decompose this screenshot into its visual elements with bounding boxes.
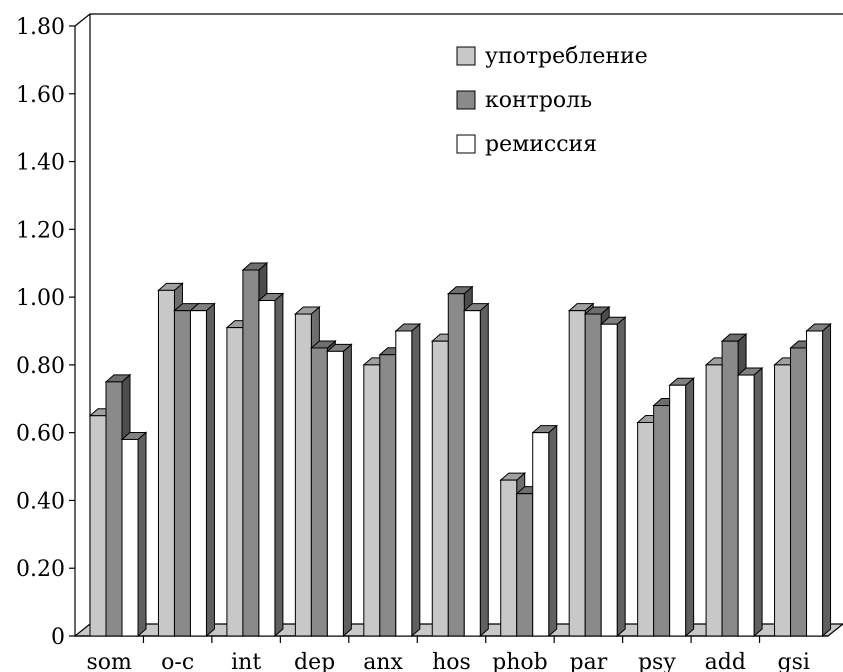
legend-item: контроль [456, 88, 592, 113]
x-tick-label: int [231, 650, 261, 672]
bar-side [137, 431, 147, 638]
x-tick-label: dep [294, 650, 335, 672]
bar-side [822, 322, 832, 638]
y-tick-label: 1.60 [16, 83, 65, 108]
y-tick-label: 1.40 [16, 151, 65, 176]
bar-side [205, 302, 215, 638]
x-tick-label: anx [363, 650, 403, 672]
bar [599, 316, 627, 638]
y-tick-label: 1.20 [16, 218, 65, 243]
legend-swatch [456, 90, 476, 110]
bar-front [310, 347, 328, 637]
legend-label: контроль [485, 88, 592, 113]
x-tick-label: o-c [161, 650, 194, 672]
bar-series [88, 261, 832, 638]
legend-swatch [456, 46, 476, 66]
x-tick-label: par [570, 650, 608, 672]
x-tick-label: phob [492, 650, 548, 672]
bar-front [379, 354, 397, 637]
bar-front [294, 313, 312, 637]
legend-label: употребление [485, 44, 648, 69]
bar [257, 292, 285, 638]
y-tick-label: 0.80 [16, 354, 65, 379]
bar-front [89, 415, 107, 637]
bar [462, 302, 490, 638]
legend-item: ремиссия [456, 132, 597, 157]
legend-item: употребление [456, 44, 648, 69]
bar-front [600, 323, 618, 637]
x-tick-label: psy [638, 650, 676, 672]
bar-front [790, 347, 808, 637]
bar-front [705, 364, 723, 637]
x-tick-label: add [705, 650, 746, 672]
bar-front [395, 330, 413, 637]
bar [120, 431, 148, 638]
bar [326, 343, 353, 638]
bar-front [326, 350, 344, 637]
bar-front [669, 384, 687, 637]
y-tick-label: 0.40 [16, 489, 65, 514]
x-tick-label: gsi [778, 650, 810, 672]
bar-side [411, 322, 421, 638]
bar-side [616, 316, 626, 638]
bar-front [189, 310, 207, 637]
bar-front [157, 289, 175, 637]
bar-front [532, 432, 550, 637]
y-tick-label: 0.60 [16, 422, 65, 447]
bar-front [121, 438, 139, 637]
y-tick-label: 1.80 [16, 15, 65, 40]
bar-front [431, 340, 449, 637]
bar-front [721, 340, 739, 637]
bar [394, 322, 422, 638]
y-tick-label: 0.20 [16, 557, 65, 582]
bar-front [242, 269, 260, 637]
bar-front [584, 313, 602, 637]
bar-front [568, 310, 586, 637]
bar [805, 322, 832, 638]
bar-side [479, 302, 489, 638]
y-tick-label: 1.00 [16, 286, 65, 311]
bar-side [548, 424, 558, 638]
wall-edge [74, 13, 91, 27]
bar-front [258, 300, 276, 637]
x-tick-label: som [87, 650, 133, 672]
bar-front [516, 493, 534, 637]
legend-swatch [456, 134, 476, 154]
bar-side [274, 292, 284, 638]
bar-front [173, 310, 191, 637]
x-tick-label: hos [432, 650, 471, 672]
bar [736, 366, 764, 638]
bar [668, 377, 695, 638]
bar-side [685, 377, 695, 638]
x-axis: som o-c int dep anx hos phob par psy add gsi [87, 636, 810, 672]
bar-front [363, 364, 381, 637]
bar-front [105, 381, 123, 637]
y-tick-label: 0 [51, 625, 65, 650]
bar-front [500, 479, 518, 637]
bar-front [226, 327, 244, 637]
bar-side [342, 343, 352, 638]
bar-front [737, 374, 755, 637]
bar-front [463, 310, 481, 637]
bar-front [653, 405, 671, 637]
bar-front [637, 422, 655, 637]
bar-front [447, 293, 465, 637]
bar-front [774, 364, 792, 637]
y-axis: 0 0.20 0.40 0.60 0.80 1.00 1.20 1.40 1.60 1.80 [16, 15, 75, 650]
bar-front [806, 330, 824, 637]
legend-label: ремиссия [485, 132, 597, 157]
legend: употребление контроль ремиссия [456, 44, 648, 157]
bar [189, 302, 216, 638]
bar [531, 424, 559, 638]
bar-side [753, 366, 763, 638]
